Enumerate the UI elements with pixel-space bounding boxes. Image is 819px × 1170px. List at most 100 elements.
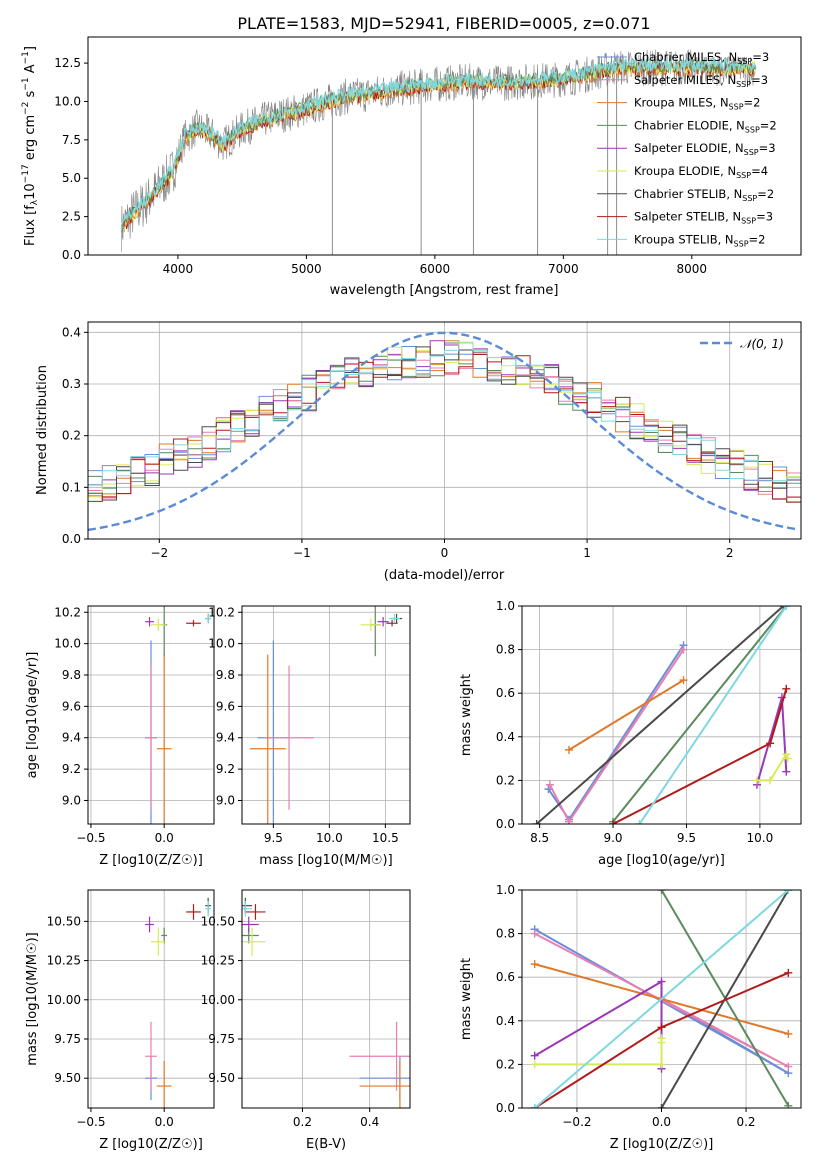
ytick-label: 9.2 (216, 762, 235, 776)
residual-xlabel: (data-model)/error (384, 568, 505, 583)
weight-marker-salpeter_stelib (766, 739, 775, 748)
weight-marker-chabrier_elodie (784, 1101, 793, 1108)
gaussian-curve (87, 331, 799, 532)
spectrum-panel: PLATE=1583, MJD=52941, FIBERID=0005, z=0… (21, 14, 802, 298)
legend-subscript: SSP (734, 239, 749, 248)
ytick-label: 0.0 (496, 1101, 515, 1115)
weight-marker-chabrier_elodie (657, 890, 666, 894)
xlabel: Z [log10(Z/Z☉)] (99, 853, 203, 868)
residual-ytick-label: 0.3 (62, 377, 81, 391)
legend-value: =4 (751, 164, 768, 178)
spectrum-xtick-label: 5000 (291, 262, 322, 276)
spectrum-frame (87, 36, 802, 256)
legend-subscript: SSP (736, 171, 751, 180)
weight-marker-kroupa_stelib (784, 890, 793, 894)
ytick-label: 0.2 (496, 773, 515, 787)
panel-data (532, 606, 792, 824)
legend-subscript: SSP (729, 103, 744, 112)
weight-line-kroupa_stelib (638, 606, 788, 824)
xlabel: E(B-V) (306, 1137, 346, 1152)
xtick-label: 0.0 (652, 1115, 671, 1129)
weight-marker-salpeter_elodie (657, 977, 666, 986)
panel-mass_vs_Z: −0.5 0.0 9.50 9.75 10.00 10.25 10.50 Z [log10(Z… (25, 889, 215, 1152)
weight-marker-salpeter_elodie (530, 1051, 539, 1060)
ytick-label: 10.00 (201, 993, 235, 1007)
weight-marker-kroupa_elodie (530, 1060, 539, 1069)
weight-line-chabrier_stelib (536, 606, 785, 824)
ytick-label: 10.0 (208, 637, 235, 651)
panel-weight_vs_age: 8.5 9.0 9.5 10.0 0.0 0.2 0.4 0.6 0.8 1.0 age [log1… (459, 599, 802, 868)
xtick-label: −0.5 (76, 831, 105, 845)
xtick-label: 10.0 (747, 831, 774, 845)
weight-marker-salpeter_miles (784, 1062, 793, 1071)
parameter-panels: −0.5 0.0 9.0 9.2 9.4 9.6 9.8 10.0 10.2 Z [log10(Z… (25, 599, 802, 1152)
spectrum-ytick-label: 7.5 (62, 133, 81, 147)
panel-data (145, 897, 212, 1108)
spectrum-ytick-label: 12.5 (54, 56, 81, 70)
ytick-label: 0.6 (496, 686, 515, 700)
residual-ytick-label: 0.2 (62, 429, 81, 443)
weight-marker-salpeter_stelib (782, 684, 791, 693)
spectrum-ylabel: Flux [fλ10−17 erg cm−2 s−1 A−1] (21, 46, 40, 246)
weight-marker-chabrier_stelib (657, 1104, 666, 1108)
spectrum-xtick-label: 4000 (163, 262, 194, 276)
ytick-label: 10.25 (201, 954, 235, 968)
xlabel: age [log10(age/yr)] (598, 853, 725, 868)
weight-marker-kroupa_miles (679, 676, 688, 685)
ylabel: mass [log10(M/M☉)] (25, 932, 40, 1065)
residual-ytick-label: 0.4 (62, 325, 81, 339)
xtick-label: 9.5 (264, 831, 283, 845)
ytick-label: 10.2 (54, 605, 81, 619)
legend-label: Salpeter MILES, NSSP=3 (634, 73, 768, 89)
spectrum-ytick-label: 5.0 (62, 171, 81, 185)
weight-marker-salpeter_miles (564, 817, 573, 824)
ytick-label: 10.50 (201, 914, 235, 928)
weight-marker-salpeter_miles (530, 929, 539, 938)
weight-marker-kroupa_miles (530, 960, 539, 969)
ytick-label: 9.75 (208, 1032, 235, 1046)
ytick-label: 9.6 (62, 699, 81, 713)
spectrum-legend: Chabrier MILES, NSSP=3 Salpeter MILES, NS… (597, 50, 777, 248)
legend-subscript: SSP (741, 217, 756, 226)
ytick-label: 9.8 (216, 668, 235, 682)
weight-line-kroupa_miles (568, 679, 685, 751)
weight-marker-chabrier_stelib (532, 820, 541, 824)
weight-marker-kroupa_stelib (635, 820, 644, 824)
xlabel: Z [log10(Z/Z☉)] (99, 1137, 203, 1152)
ytick-label: 9.50 (208, 1071, 235, 1085)
residual-ylabel: Normed distribution (35, 365, 50, 495)
panel-data (249, 606, 403, 824)
residual-panel: −2 −1 0 1 2 0.0 0.1 0.2 0.3 0.4 (data-model)/erro… (35, 321, 802, 583)
frame (87, 605, 215, 825)
xtick-label: 9.0 (603, 831, 622, 845)
legend-subscript: SSP (744, 148, 759, 157)
ytick-label: 0.4 (496, 730, 515, 744)
weight-marker-salpeter_stelib (657, 1023, 666, 1032)
legend-subscript: SSP (736, 80, 751, 89)
gaussian-legend-label: 𝒩(0, 1) (740, 337, 784, 351)
panel-age_vs_mass: 9.5 10.0 10.5 9.0 9.2 9.4 9.6 9.8 10.0 10.2 mass [… (208, 605, 411, 868)
residual-xtick-label: 0 (441, 546, 449, 560)
spectrum-ticks: 4000 5000 6000 7000 8000 0.0 2.5 5.0 7.5 10.0 12.5 (54, 56, 707, 276)
ytick-label: 9.4 (62, 731, 81, 745)
weight-marker-kroupa_elodie (782, 750, 791, 759)
xlabel: Z [log10(Z/Z☉)] (610, 1137, 714, 1152)
ytick-label: 9.75 (54, 1032, 81, 1046)
legend-value: =2 (749, 232, 766, 246)
residual-ytick-label: 0.1 (62, 480, 81, 494)
ytick-label: 10.25 (47, 954, 81, 968)
residual-legend: 𝒩(0, 1) (700, 337, 784, 351)
spectrum-lines (120, 49, 757, 255)
legend-value: =2 (744, 96, 761, 110)
residual-xtick-label: −1 (293, 546, 311, 560)
xtick-label: 10.5 (372, 831, 399, 845)
residual-ytick-label: 0.0 (62, 532, 81, 546)
legend-label: Kroupa STELIB, NSSP=2 (634, 232, 765, 248)
legend-value: =2 (760, 118, 777, 132)
xtick-label: 8.5 (530, 831, 549, 845)
xtick-label: −0.2 (562, 1115, 591, 1129)
legend-label: Kroupa ELODIE, NSSP=4 (634, 164, 768, 180)
panel-mass_vs_ebv: 0.2 0.4 9.50 9.75 10.00 10.25 10.50 E(B-V) (201, 889, 411, 1152)
frame (521, 605, 802, 825)
